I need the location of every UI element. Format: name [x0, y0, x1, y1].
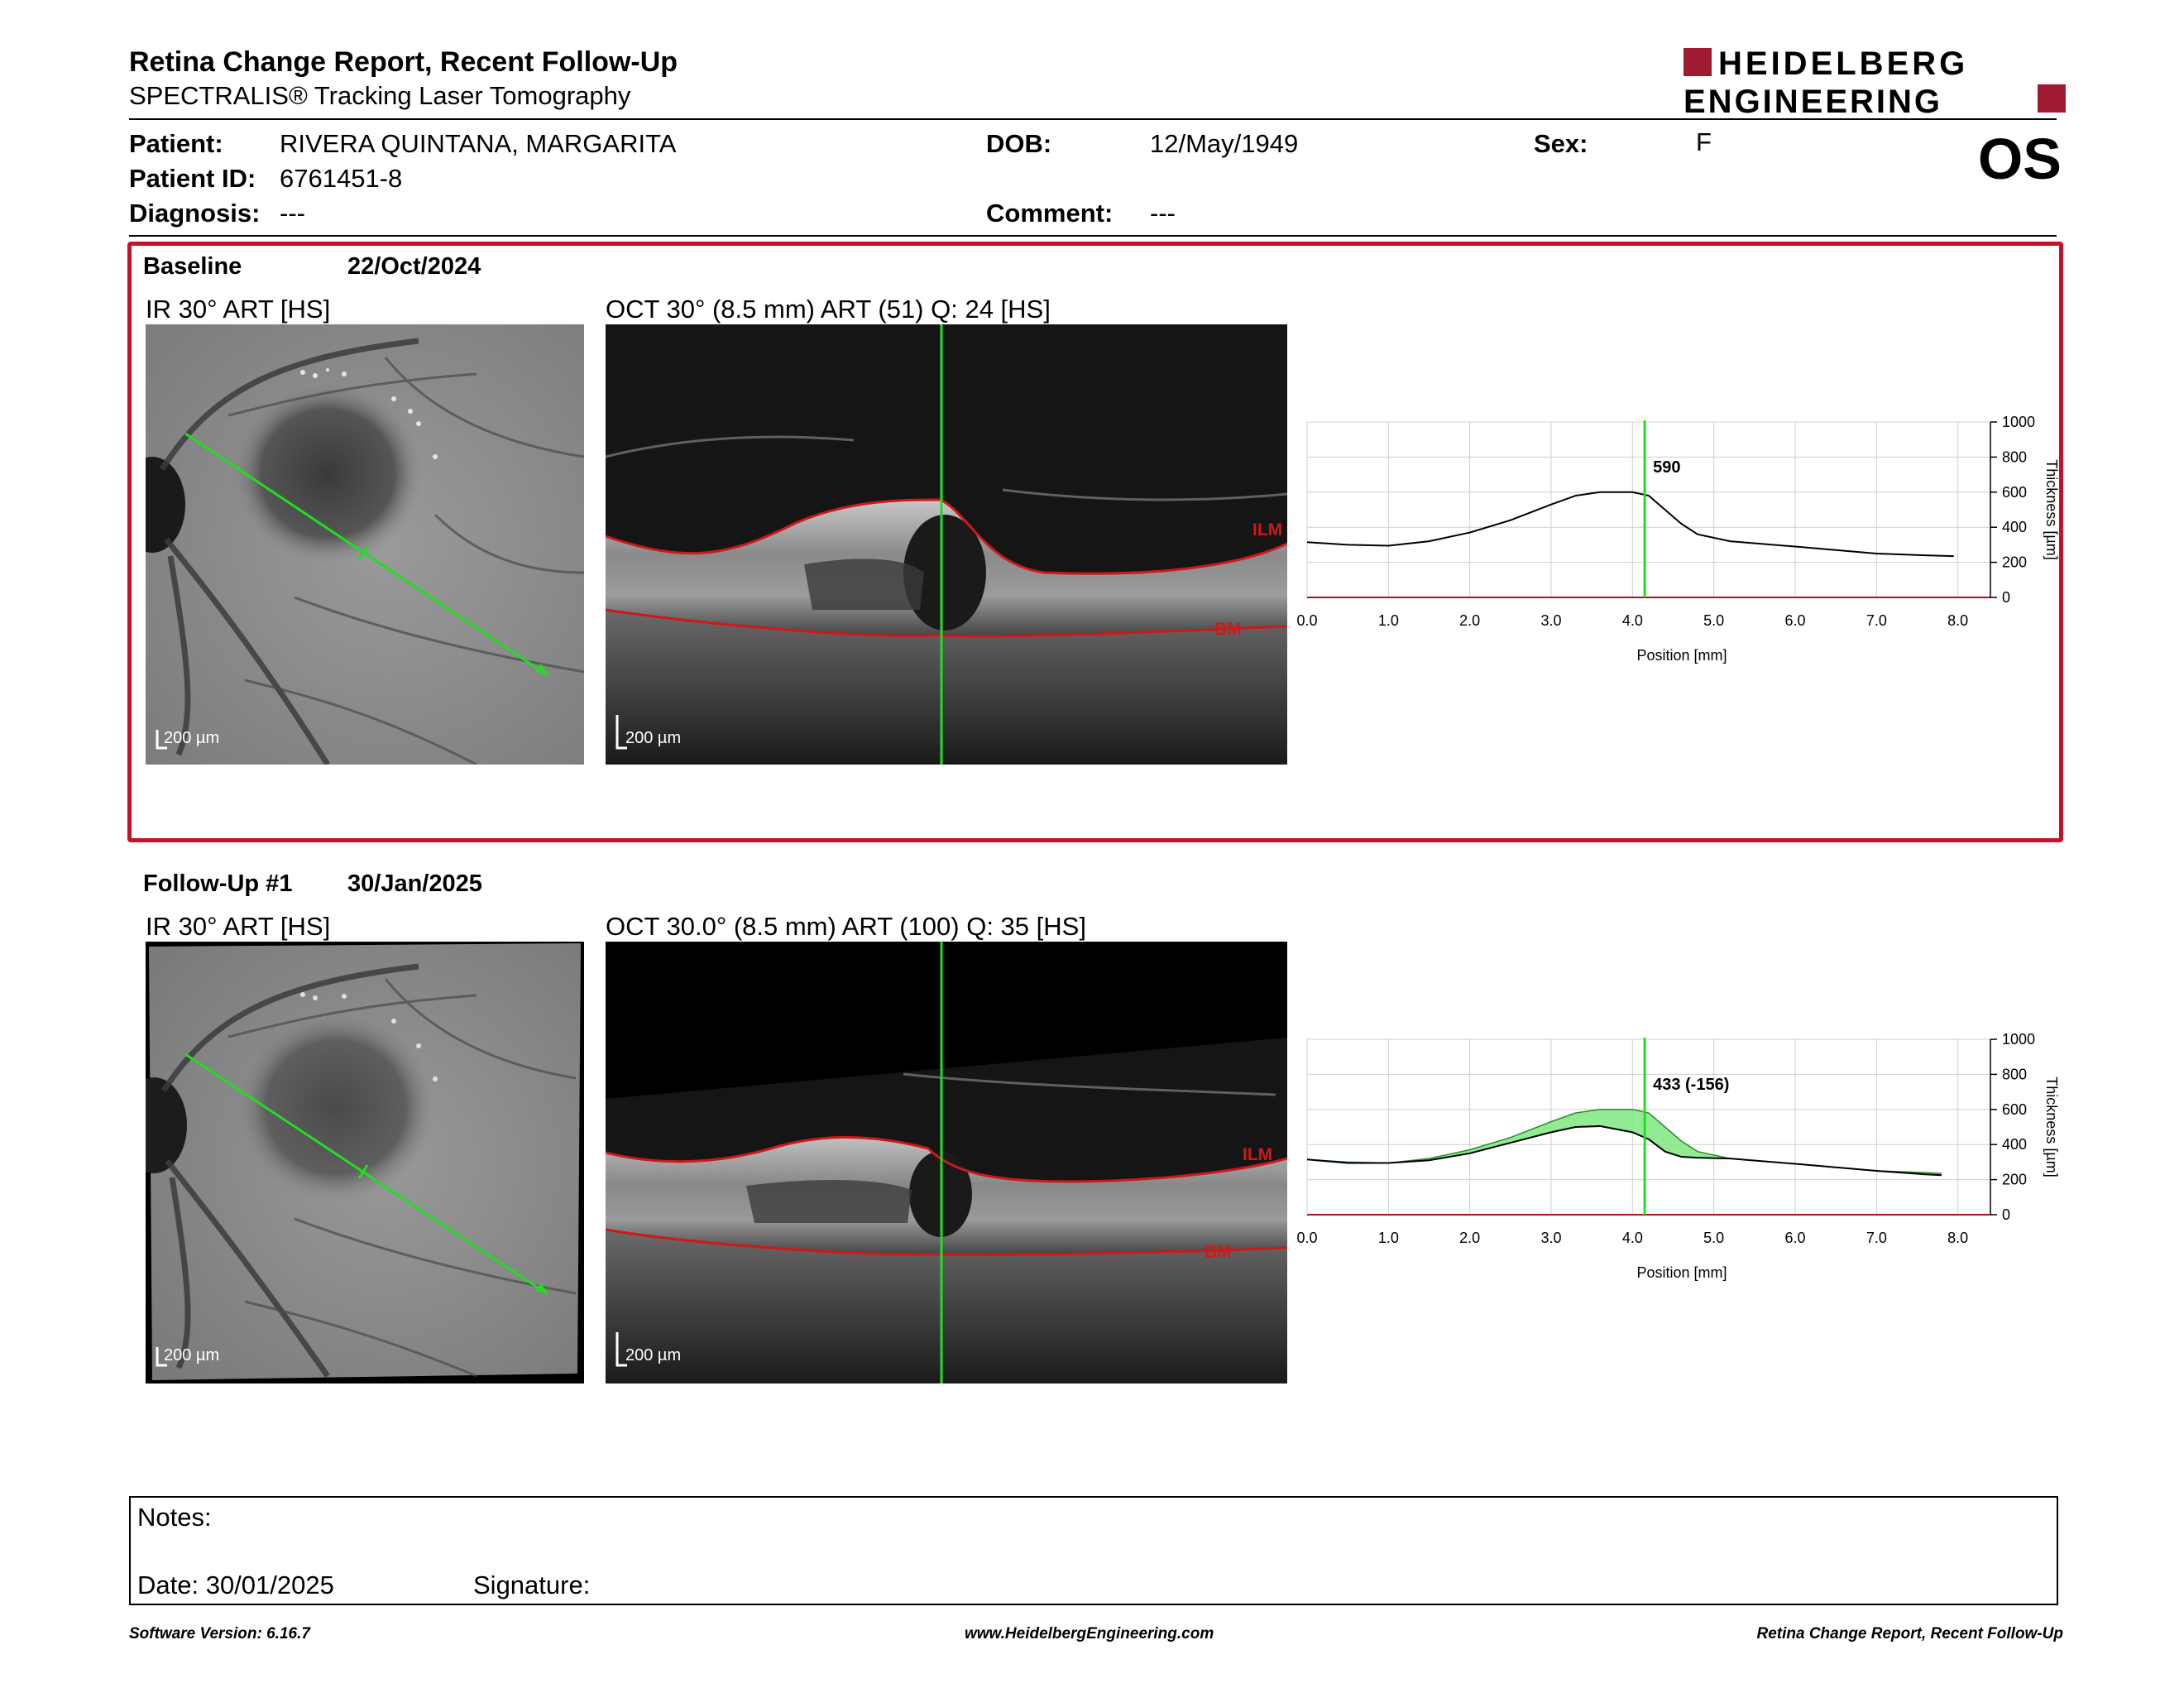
sex-label: Sex:: [1534, 129, 1588, 158]
baseline-bm-label: BM: [1214, 620, 1242, 639]
followup-ir-image: 200 µm: [146, 942, 584, 1383]
x-tick-label: 5.0: [1703, 1230, 1724, 1246]
footer-website: www.HeidelbergEngineering.com: [965, 1625, 1214, 1642]
baseline-ilm-label: ILM: [1252, 520, 1282, 539]
baseline-oct-scale: 200 µm: [625, 729, 681, 747]
x-axis-label: Position [mm]: [1636, 647, 1727, 664]
patient-label: Patient:: [129, 129, 223, 158]
patient-name: RIVERA QUINTANA, MARGARITA: [280, 129, 677, 158]
heidelberg-logo: HEIDELBERG ENGINEERING: [1684, 46, 2066, 116]
y-tick-label: 600: [2002, 1101, 2027, 1118]
svg-text:ENGINEERING: ENGINEERING: [1684, 84, 1942, 116]
followup-oct-image: ILM BM 200 µm: [606, 942, 1287, 1383]
followup-oct-scale: 200 µm: [625, 1346, 681, 1364]
y-tick-label: 400: [2002, 519, 2027, 535]
y-tick-label: 800: [2002, 448, 2027, 465]
dob-value: 12/May/1949: [1150, 129, 1299, 158]
notes-box: Notes: Date: 30/01/2025 Signature:: [129, 1496, 2058, 1605]
followup-ir-scale: 200 µm: [164, 1346, 219, 1364]
x-tick-label: 7.0: [1866, 612, 1887, 629]
notes-label: Notes:: [137, 1503, 212, 1532]
followup-label: Follow-Up #1: [143, 870, 293, 897]
x-tick-label: 5.0: [1703, 612, 1724, 629]
y-tick-label: 400: [2002, 1136, 2027, 1153]
baseline-oct-image: ILM BM 200 µm: [606, 324, 1287, 765]
baseline-frame: [127, 242, 2063, 842]
y-tick-label: 600: [2002, 484, 2027, 501]
x-tick-label: 3.0: [1540, 612, 1561, 629]
followup-ir-label: IR 30° ART [HS]: [146, 912, 331, 941]
y-tick-label: 200: [2002, 554, 2027, 571]
x-tick-label: 2.0: [1459, 612, 1480, 629]
y-tick-label: 200: [2002, 1172, 2027, 1188]
notes-date: Date: 30/01/2025: [137, 1571, 334, 1599]
followup-bm-label: BM: [1205, 1243, 1232, 1262]
x-tick-label: 6.0: [1784, 1230, 1805, 1246]
footer-report: Retina Change Report, Recent Follow-Up: [1756, 1625, 2063, 1642]
comment-label: Comment:: [986, 199, 1114, 228]
y-tick-label: 1000: [2002, 1031, 2035, 1048]
signature-label: Signature:: [473, 1571, 591, 1599]
followup-thickness-line: [1306, 1125, 1942, 1177]
baseline-date: 22/Oct/2024: [347, 253, 481, 280]
dob-label: DOB:: [986, 129, 1052, 158]
baseline-label: Baseline: [143, 253, 242, 280]
x-tick-label: 4.0: [1622, 612, 1643, 629]
followup-date: 30/Jan/2025: [347, 870, 482, 897]
eye-indicator: OS: [1977, 127, 2062, 191]
marker-value-label: 433 (-156): [1653, 1076, 1729, 1094]
followup-thickness-chart: 0.0 1.0 2.0 3.0 4.0 5.0 6.0 7.0 8.0 0 200 400 600 800…: [1296, 1031, 2060, 1281]
baseline-ir-scale: 200 µm: [164, 729, 219, 747]
diagnosis-value: ---: [280, 199, 305, 228]
y-axis-label: Thickness [µm]: [2043, 1077, 2060, 1177]
report-subtitle: SPECTRALIS® Tracking Laser Tomography: [129, 81, 631, 110]
baseline-ir-image: 200 µm: [146, 324, 584, 765]
baseline-ir-label: IR 30° ART [HS]: [146, 295, 331, 324]
footer-software: Software Version: 6.16.7: [129, 1625, 310, 1642]
x-tick-label: 7.0: [1866, 1230, 1887, 1246]
baseline-oct-label: OCT 30° (8.5 mm) ART (51) Q: 24 [HS]: [606, 295, 1051, 324]
x-tick-label: 8.0: [1947, 1230, 1968, 1246]
svg-text:HEIDELBERG: HEIDELBERG: [1718, 46, 1968, 82]
x-tick-label: 8.0: [1947, 612, 1968, 629]
x-tick-label: 6.0: [1784, 612, 1805, 629]
y-tick-label: 1000: [2002, 414, 2035, 430]
x-tick-label: 2.0: [1459, 1230, 1480, 1246]
comment-value: ---: [1150, 199, 1176, 228]
x-axis-label: Position [mm]: [1636, 1264, 1727, 1281]
report-title: Retina Change Report, Recent Follow-Up: [129, 46, 678, 78]
followup-ilm-label: ILM: [1243, 1145, 1272, 1164]
x-tick-label: 0.0: [1296, 1230, 1317, 1246]
patient-id-label: Patient ID:: [129, 164, 256, 193]
x-tick-label: 1.0: [1378, 1230, 1399, 1246]
diagnosis-label: Diagnosis:: [129, 199, 261, 228]
patient-id: 6761451-8: [280, 164, 403, 193]
x-tick-label: 4.0: [1622, 1230, 1643, 1246]
y-tick-label: 0: [2002, 1206, 2010, 1223]
thickness-change-area: [1307, 1109, 1942, 1176]
followup-oct-label: OCT 30.0° (8.5 mm) ART (100) Q: 35 [HS]: [606, 912, 1086, 941]
y-tick-label: 800: [2002, 1066, 2027, 1082]
x-tick-label: 1.0: [1378, 612, 1399, 629]
sex-value: F: [1696, 127, 1712, 156]
x-tick-label: 3.0: [1540, 1230, 1561, 1246]
thickness-line: [1306, 491, 1954, 558]
y-tick-label: 0: [2002, 589, 2010, 606]
x-tick-label: 0.0: [1296, 612, 1317, 629]
baseline-thickness-chart: 0.0 1.0 2.0 3.0 4.0 5.0 6.0 7.0 8.0 0 200 400 600 800…: [1296, 414, 2060, 664]
marker-value-label: 590: [1653, 458, 1680, 477]
y-axis-label: Thickness [µm]: [2043, 459, 2060, 559]
plot-area: [1306, 421, 1991, 598]
